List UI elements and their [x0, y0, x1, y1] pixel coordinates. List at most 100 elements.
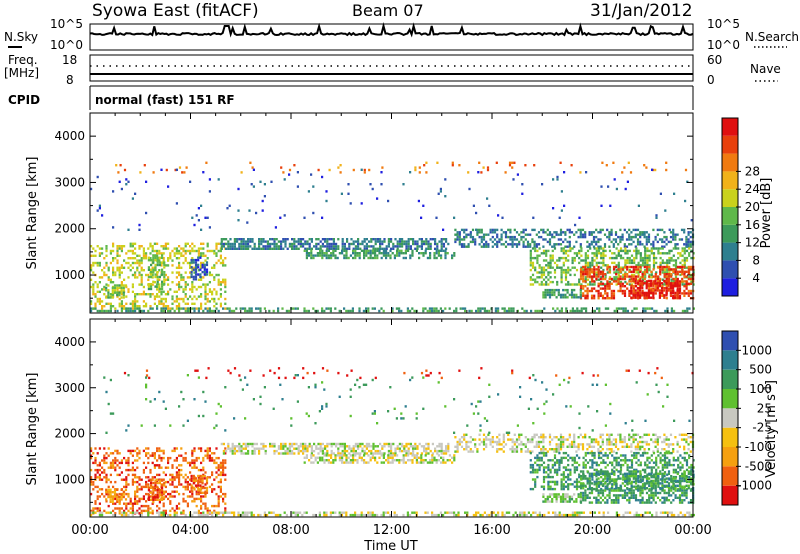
- data-cell: [131, 257, 134, 260]
- data-cell: [427, 247, 430, 250]
- data-cell: [202, 466, 205, 469]
- data-cell: [308, 252, 311, 255]
- data-cell: [253, 447, 256, 450]
- data-cell: [502, 243, 505, 246]
- data-cell: [211, 293, 214, 296]
- data-cell: [380, 461, 383, 464]
- data-cell: [182, 288, 185, 291]
- data-cell: [261, 199, 264, 203]
- data-cell: [683, 259, 686, 262]
- data-cell: [253, 442, 256, 446]
- data-cell: [400, 309, 403, 313]
- data-cell: [321, 447, 324, 450]
- data-cell: [658, 291, 661, 295]
- data-cell: [284, 452, 287, 455]
- data-cell: [555, 231, 558, 234]
- data-cell: [647, 233, 651, 236]
- data-cell: [186, 249, 189, 253]
- data-cell: [593, 273, 596, 276]
- data-cell: [555, 443, 558, 446]
- data-cell: [324, 238, 327, 241]
- data-cell: [659, 270, 662, 273]
- data-cell: [678, 238, 681, 241]
- data-cell: [664, 209, 667, 212]
- data-cell: [98, 502, 101, 505]
- data-cell: [224, 302, 227, 305]
- data-cell: [171, 490, 174, 493]
- data-cell: [428, 307, 431, 310]
- data-cell: [180, 276, 183, 279]
- data-cell: [92, 507, 95, 510]
- data-cell: [369, 456, 372, 459]
- data-cell: [105, 273, 108, 277]
- data-cell: [191, 490, 194, 493]
- data-cell: [280, 245, 283, 248]
- data-cell: [538, 283, 541, 286]
- data-cell: [341, 449, 344, 453]
- data-cell: [124, 498, 128, 501]
- data-cell: [403, 445, 406, 448]
- data-cell: [345, 456, 348, 459]
- data-cell: [654, 168, 657, 172]
- data-cell: [575, 252, 579, 255]
- data-cell: [633, 256, 636, 260]
- data-cell: [184, 456, 187, 460]
- data-cell: [211, 452, 214, 455]
- data-cell: [606, 228, 609, 232]
- data-cell: [321, 449, 324, 453]
- data-cell: [645, 443, 648, 446]
- data-cell: [134, 309, 137, 313]
- data-cell: [193, 449, 196, 453]
- data-cell: [398, 442, 401, 446]
- data-cell: [476, 231, 479, 234]
- data-cell: [564, 231, 567, 234]
- data-cell: [575, 450, 578, 453]
- data-cell: [169, 478, 172, 481]
- data-cell: [668, 261, 671, 265]
- data-cell: [509, 235, 512, 239]
- data-cell: [208, 509, 211, 513]
- data-cell: [380, 252, 383, 255]
- data-cell: [546, 288, 549, 292]
- data-cell: [387, 238, 390, 241]
- data-cell: [329, 309, 332, 313]
- data-cell: [604, 289, 607, 293]
- data-cell: [650, 279, 653, 283]
- data-cell: [571, 283, 574, 286]
- data-cell: [156, 473, 159, 477]
- data-cell: [349, 459, 352, 462]
- data-cell: [396, 249, 399, 252]
- data-cell: [193, 245, 196, 248]
- data-cell: [619, 287, 622, 290]
- data-cell: [316, 252, 319, 255]
- data-cell: [171, 281, 174, 284]
- data-cell: [674, 245, 677, 248]
- data-cell: [487, 233, 490, 236]
- data-cell: [435, 461, 438, 464]
- data-cell: [90, 302, 93, 305]
- data-cell: [380, 171, 383, 174]
- data-cell: [474, 438, 477, 441]
- data-cell: [590, 438, 593, 441]
- data-cell: [240, 449, 243, 453]
- data-cell: [665, 168, 668, 172]
- data-cell: [556, 266, 559, 269]
- data-cell: [231, 452, 234, 455]
- data-cell: [610, 277, 613, 281]
- data-cell: [173, 290, 176, 293]
- data-cell: [310, 238, 313, 241]
- data-cell: [182, 497, 185, 501]
- data-cell: [542, 271, 546, 274]
- data-cell: [191, 454, 194, 457]
- data-cell: [147, 278, 150, 281]
- data-cell: [332, 461, 335, 464]
- data-cell: [676, 289, 679, 292]
- data-cell: [415, 249, 418, 252]
- data-cell: [643, 270, 646, 273]
- data-cell: [307, 190, 310, 193]
- data-cell: [652, 294, 655, 297]
- data-cell: [663, 438, 666, 441]
- data-cell: [564, 293, 567, 297]
- data-cell: [160, 456, 163, 460]
- data-cell: [438, 240, 441, 243]
